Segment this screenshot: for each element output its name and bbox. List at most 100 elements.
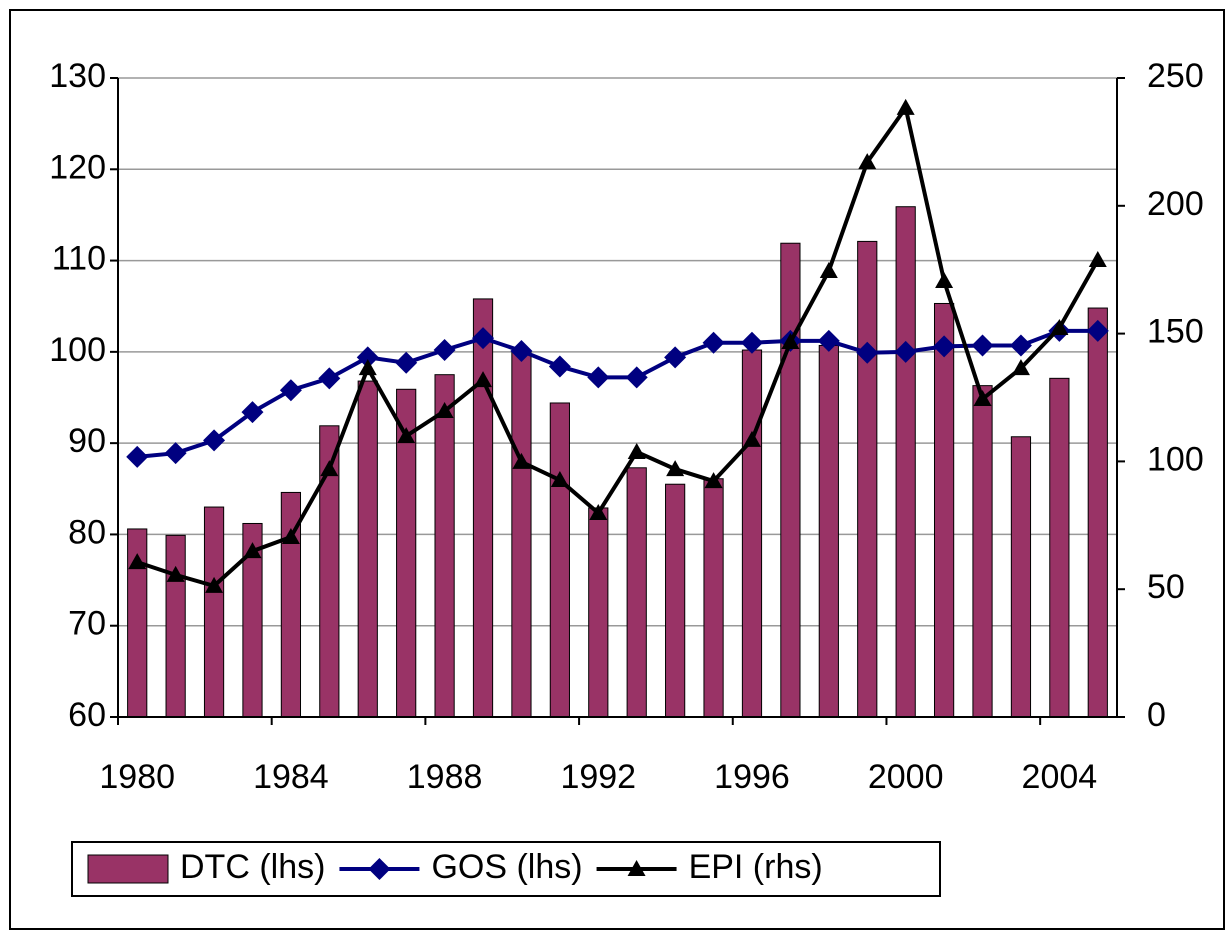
- marker: [205, 576, 224, 593]
- marker: [625, 366, 648, 389]
- marker: [320, 460, 339, 477]
- marker: [395, 351, 418, 374]
- legend-label: DTC (lhs): [180, 848, 325, 886]
- y-tick-label: 90: [68, 422, 106, 460]
- bar: [780, 242, 801, 718]
- legend-swatch: [87, 854, 169, 884]
- marker: [894, 340, 917, 363]
- marker: [740, 331, 763, 354]
- bar: [972, 385, 993, 718]
- bar: [1087, 307, 1108, 718]
- bar: [434, 374, 455, 718]
- y-tick-label: 80: [68, 513, 106, 551]
- marker: [973, 390, 992, 407]
- marker: [856, 341, 879, 364]
- marker: [166, 565, 185, 582]
- x-tick-label: 1992: [560, 758, 636, 796]
- bar: [165, 534, 186, 718]
- marker: [702, 331, 725, 354]
- bar: [741, 349, 763, 718]
- marker: [781, 333, 800, 350]
- marker: [128, 553, 147, 570]
- bar: [1049, 377, 1070, 718]
- legend-box: [71, 841, 941, 897]
- legend-label: EPI (rhs): [689, 848, 823, 886]
- marker: [548, 355, 571, 378]
- marker: [358, 359, 377, 376]
- y2-tick-label: 200: [1147, 185, 1204, 223]
- marker: [589, 504, 608, 521]
- marker: [472, 327, 495, 350]
- x-tick-label: 1996: [714, 758, 790, 796]
- marker: [704, 472, 723, 489]
- bar: [203, 506, 225, 718]
- line: [136, 103, 1100, 589]
- marker: [1088, 250, 1107, 267]
- bar: [818, 344, 839, 718]
- bar: [357, 380, 378, 718]
- marker: [1086, 319, 1109, 342]
- marker: [858, 153, 877, 170]
- bar: [626, 467, 647, 718]
- y2-tick-label: 250: [1147, 57, 1204, 95]
- bar: [703, 478, 724, 718]
- y-tick-label: 100: [49, 331, 106, 369]
- marker: [512, 452, 531, 469]
- marker: [356, 346, 379, 369]
- bar: [472, 298, 494, 718]
- bar: [665, 483, 686, 718]
- y2-tick-label: 100: [1147, 440, 1204, 478]
- marker: [281, 528, 300, 545]
- marker: [279, 379, 302, 402]
- marker: [435, 402, 454, 419]
- marker: [587, 366, 610, 389]
- y2-tick-label: 50: [1147, 568, 1185, 606]
- marker: [474, 371, 493, 388]
- marker: [318, 367, 341, 390]
- bar: [857, 240, 878, 718]
- bar: [549, 402, 570, 718]
- x-tick-label: 2000: [868, 758, 944, 796]
- bar: [511, 350, 532, 718]
- x-tick-label: 2004: [1022, 758, 1098, 796]
- bar: [933, 302, 955, 718]
- legend-marker: [368, 858, 391, 880]
- y-tick-label: 130: [49, 57, 106, 95]
- legend-marker: [627, 860, 646, 876]
- marker: [817, 329, 840, 352]
- marker: [896, 98, 915, 115]
- marker: [971, 334, 994, 357]
- marker: [550, 471, 569, 488]
- marker: [742, 430, 761, 447]
- marker: [664, 346, 687, 369]
- marker: [203, 429, 226, 452]
- marker: [397, 427, 416, 444]
- y-tick-label: 60: [68, 696, 106, 734]
- y2-tick-label: 150: [1147, 313, 1204, 351]
- marker: [241, 401, 264, 424]
- bar: [1010, 436, 1032, 718]
- x-tick-label: 1988: [407, 758, 483, 796]
- bar: [588, 507, 609, 718]
- marker: [433, 339, 456, 362]
- marker: [935, 271, 954, 288]
- marker: [1050, 318, 1069, 335]
- marker: [126, 445, 149, 468]
- marker: [510, 339, 533, 362]
- legend-label: GOS (lhs): [431, 848, 582, 886]
- marker: [243, 542, 262, 559]
- marker: [819, 261, 838, 278]
- marker: [1011, 359, 1030, 376]
- y-tick-label: 120: [49, 148, 106, 186]
- y-tick-label: 70: [68, 605, 106, 643]
- marker: [164, 442, 187, 465]
- marker: [933, 335, 956, 358]
- x-tick-label: 1980: [99, 758, 175, 796]
- y-tick-label: 110: [52, 240, 106, 278]
- bar: [895, 206, 916, 718]
- marker: [1009, 334, 1032, 357]
- x-tick-label: 1984: [253, 758, 329, 796]
- marker: [627, 442, 646, 459]
- marker: [666, 460, 685, 477]
